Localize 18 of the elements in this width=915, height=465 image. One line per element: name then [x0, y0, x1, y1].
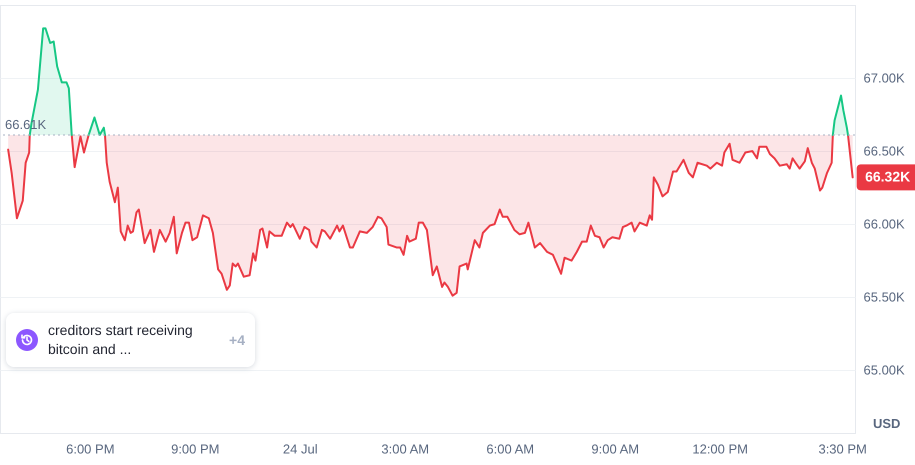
y-tick-label: 66.00K [864, 216, 906, 232]
annotation: 66.32K [865, 168, 910, 184]
y-axis-title: USD [873, 416, 900, 431]
x-tick-label: 3:30 PM [818, 442, 867, 456]
x-tick-label: 3:00 AM [381, 442, 430, 456]
y-tick-label: 66.50K [864, 144, 906, 159]
x-tick-label: 6:00 AM [486, 442, 534, 456]
y-tick-label: 65.00K [864, 362, 906, 378]
x-tick-label: 6:00 PM [66, 442, 115, 456]
x-tick-label: 24 Jul [282, 442, 318, 456]
x-tick-label: 12:00 PM [692, 442, 748, 456]
annotation: creditors start receiving bitcoin and ... [48, 321, 194, 359]
x-tick-label: 9:00 AM [591, 442, 640, 456]
x-tick-label: 9:00 PM [171, 442, 220, 456]
event-card: creditors start receiving bitcoin and ... +4 [6, 313, 255, 367]
y-tick-label: 67.00K [864, 70, 906, 86]
annotation: +4 [229, 332, 245, 348]
y-tick-label: 65.50K [864, 290, 906, 305]
